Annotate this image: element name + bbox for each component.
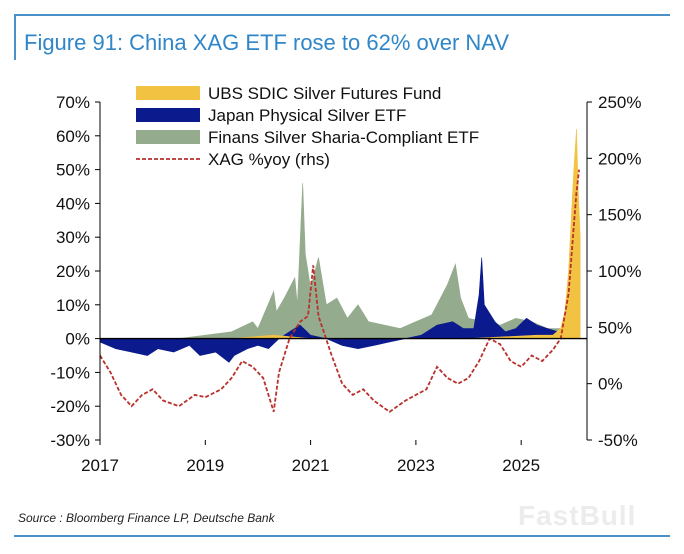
- right-axis-tick-label: 250%: [598, 93, 641, 112]
- line-series-group: [99, 169, 580, 413]
- watermark-logo: FastBull: [518, 500, 637, 531]
- source-note: Source : Bloomberg Finance LP, Deutsche …: [18, 511, 275, 525]
- right-axis-tick-label: 150%: [598, 206, 641, 225]
- xag-series-line: [99, 169, 580, 413]
- legend-label: Finans Silver Sharia-Compliant ETF: [208, 128, 479, 147]
- finans-series-area: [100, 183, 581, 339]
- x-axis-tick-label: 2023: [397, 456, 435, 475]
- axes-group: -30% -20% -10% 0% 10% 20% 30% 40% 50% 60% 70% -50% 0…: [50, 93, 641, 475]
- area-series-group: [99, 128, 581, 363]
- x-axis-tick-label: 2025: [502, 456, 540, 475]
- frame-top-rule: [14, 14, 670, 16]
- right-axis-tick-label: -50%: [598, 431, 638, 450]
- frame-bottom-rule: [14, 535, 670, 537]
- right-axis-tick-label: 200%: [598, 149, 641, 168]
- japan-series-area: [99, 257, 581, 363]
- left-axis-tick-label: 10%: [56, 296, 90, 315]
- legend-swatch: [136, 86, 200, 100]
- left-axis-tick-label: 60%: [56, 127, 90, 146]
- right-axis-tick-label: 100%: [598, 262, 641, 281]
- right-axis-tick-label: 50%: [598, 318, 632, 337]
- left-axis-tick-label: 70%: [56, 93, 90, 112]
- left-axis-tick-label: -20%: [50, 397, 90, 416]
- left-axis-tick-label: 50%: [56, 161, 90, 180]
- left-axis-tick-label: 20%: [56, 262, 90, 281]
- legend-swatch: [136, 130, 200, 144]
- legend-label: UBS SDIC Silver Futures Fund: [208, 84, 441, 103]
- legend-label: XAG %yoy (rhs): [208, 150, 330, 169]
- right-axis-tick-label: 0%: [598, 375, 623, 394]
- legend: UBS SDIC Silver Futures Fund Japan Physic…: [136, 84, 479, 169]
- legend-swatch: [136, 108, 200, 122]
- chart-title: Figure 91: China XAG ETF rose to 62% ove…: [24, 30, 510, 55]
- left-axis-tick-label: -30%: [50, 431, 90, 450]
- frame-left-rule: [14, 14, 16, 60]
- left-axis-tick-label: 30%: [56, 228, 90, 247]
- x-axis-tick-label: 2021: [292, 456, 330, 475]
- left-axis-tick-label: 40%: [56, 194, 90, 213]
- legend-label: Japan Physical Silver ETF: [208, 106, 406, 125]
- left-axis-tick-label: 0%: [65, 330, 90, 349]
- x-axis-tick-label: 2017: [81, 456, 119, 475]
- left-axis-tick-label: -10%: [50, 363, 90, 382]
- x-axis-tick-label: 2019: [186, 456, 224, 475]
